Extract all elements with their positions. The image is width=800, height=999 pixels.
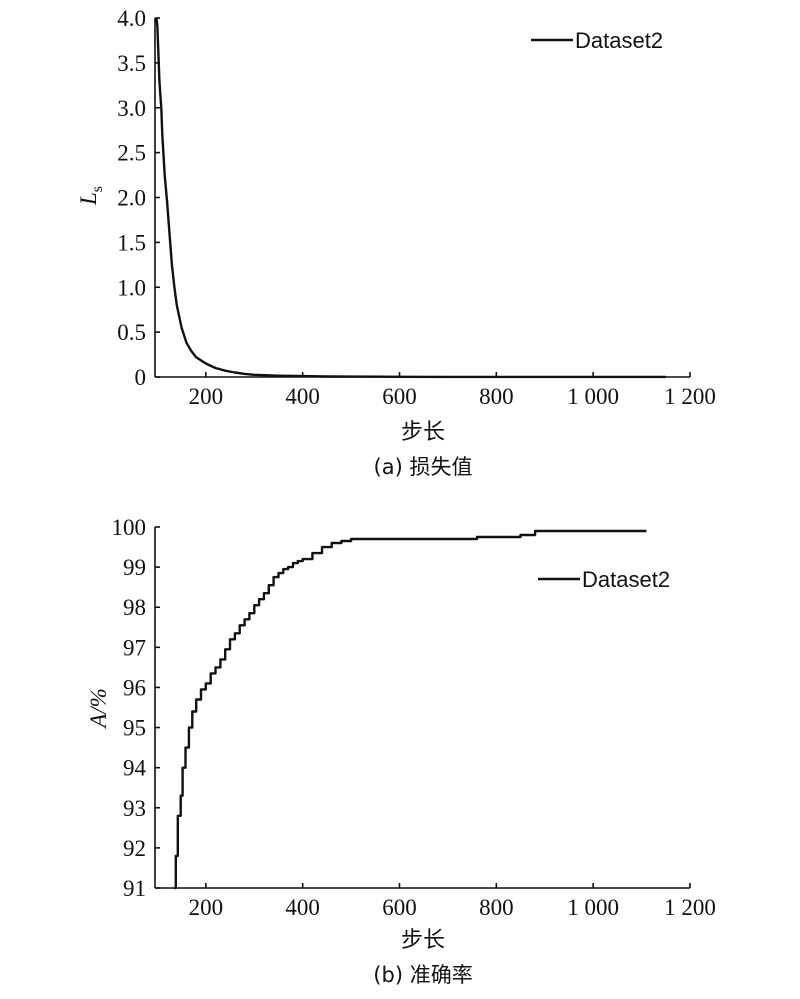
accuracy-y-tick-label: 99 <box>123 555 146 580</box>
loss-x-tick-label: 1 000 <box>567 384 619 409</box>
loss-x-axis: 200 400 600 800 1 000 1 200 <box>155 372 716 409</box>
accuracy-x-tick-label: 200 <box>189 895 224 920</box>
loss-chart: 0 0.5 1.0 1.5 2.0 2.5 3.0 3.5 4.0 200 400 600 800 1 … <box>76 6 716 479</box>
accuracy-series <box>174 529 647 890</box>
accuracy-x-tick-label: 400 <box>285 895 320 920</box>
loss-series-line <box>155 17 666 379</box>
accuracy-y-tick-label: 97 <box>123 635 146 660</box>
accuracy-chart: 91 92 93 94 95 96 97 98 99 100 200 400 600 800 1 000 1… <box>86 515 716 987</box>
accuracy-y-tick-label: 98 <box>123 595 146 620</box>
accuracy-y-tick-label: 100 <box>112 515 147 540</box>
accuracy-legend: Dataset2 <box>538 567 670 592</box>
accuracy-x-label: 步长 <box>401 928 445 953</box>
loss-caption: (a) 损失值 <box>374 455 473 479</box>
loss-y-tick-label: 2.5 <box>117 141 146 166</box>
loss-y-tick-label: 2.0 <box>117 186 146 211</box>
loss-y-tick-label: 1.0 <box>117 275 146 300</box>
accuracy-x-axis: 200 400 600 800 1 000 1 200 <box>155 883 716 920</box>
loss-x-tick-label: 800 <box>479 384 514 409</box>
accuracy-legend-label: Dataset2 <box>582 567 670 592</box>
accuracy-y-axis: 91 92 93 94 95 96 97 98 99 100 <box>112 515 160 901</box>
accuracy-caption: (b) 准确率 <box>373 963 472 987</box>
loss-y-tick-label: 0 <box>135 365 147 390</box>
loss-y-tick-label: 4.0 <box>117 6 146 31</box>
loss-y-tick-label: 3.5 <box>117 51 146 76</box>
loss-x-label: 步长 <box>401 420 445 445</box>
loss-legend-label: Dataset2 <box>575 28 663 53</box>
accuracy-y-label: A/% <box>86 688 111 730</box>
loss-series <box>155 17 666 379</box>
loss-y-axis: 0 0.5 1.0 1.5 2.0 2.5 3.0 3.5 4.0 <box>117 6 160 390</box>
loss-x-tick-label: 1 200 <box>664 384 716 409</box>
loss-y-label: Ls <box>76 186 106 206</box>
loss-y-tick-label: 3.0 <box>117 96 146 121</box>
accuracy-series-line <box>174 529 647 890</box>
accuracy-x-tick-label: 600 <box>382 895 417 920</box>
loss-x-tick-label: 600 <box>382 384 417 409</box>
accuracy-x-tick-label: 1 000 <box>567 895 619 920</box>
loss-legend: Dataset2 <box>531 28 663 53</box>
loss-x-tick-label: 200 <box>189 384 224 409</box>
accuracy-x-tick-label: 1 200 <box>664 895 716 920</box>
accuracy-y-tick-label: 93 <box>123 796 146 821</box>
accuracy-y-tick-label: 96 <box>123 675 146 700</box>
accuracy-y-tick-label: 95 <box>123 716 146 741</box>
loss-y-tick-label: 0.5 <box>117 320 146 345</box>
accuracy-x-tick-label: 800 <box>479 895 514 920</box>
accuracy-y-tick-label: 94 <box>123 756 147 781</box>
loss-y-tick-label: 1.5 <box>117 230 146 255</box>
accuracy-y-tick-label: 92 <box>123 836 146 861</box>
accuracy-y-tick-label: 91 <box>123 876 146 901</box>
loss-x-tick-label: 400 <box>285 384 320 409</box>
